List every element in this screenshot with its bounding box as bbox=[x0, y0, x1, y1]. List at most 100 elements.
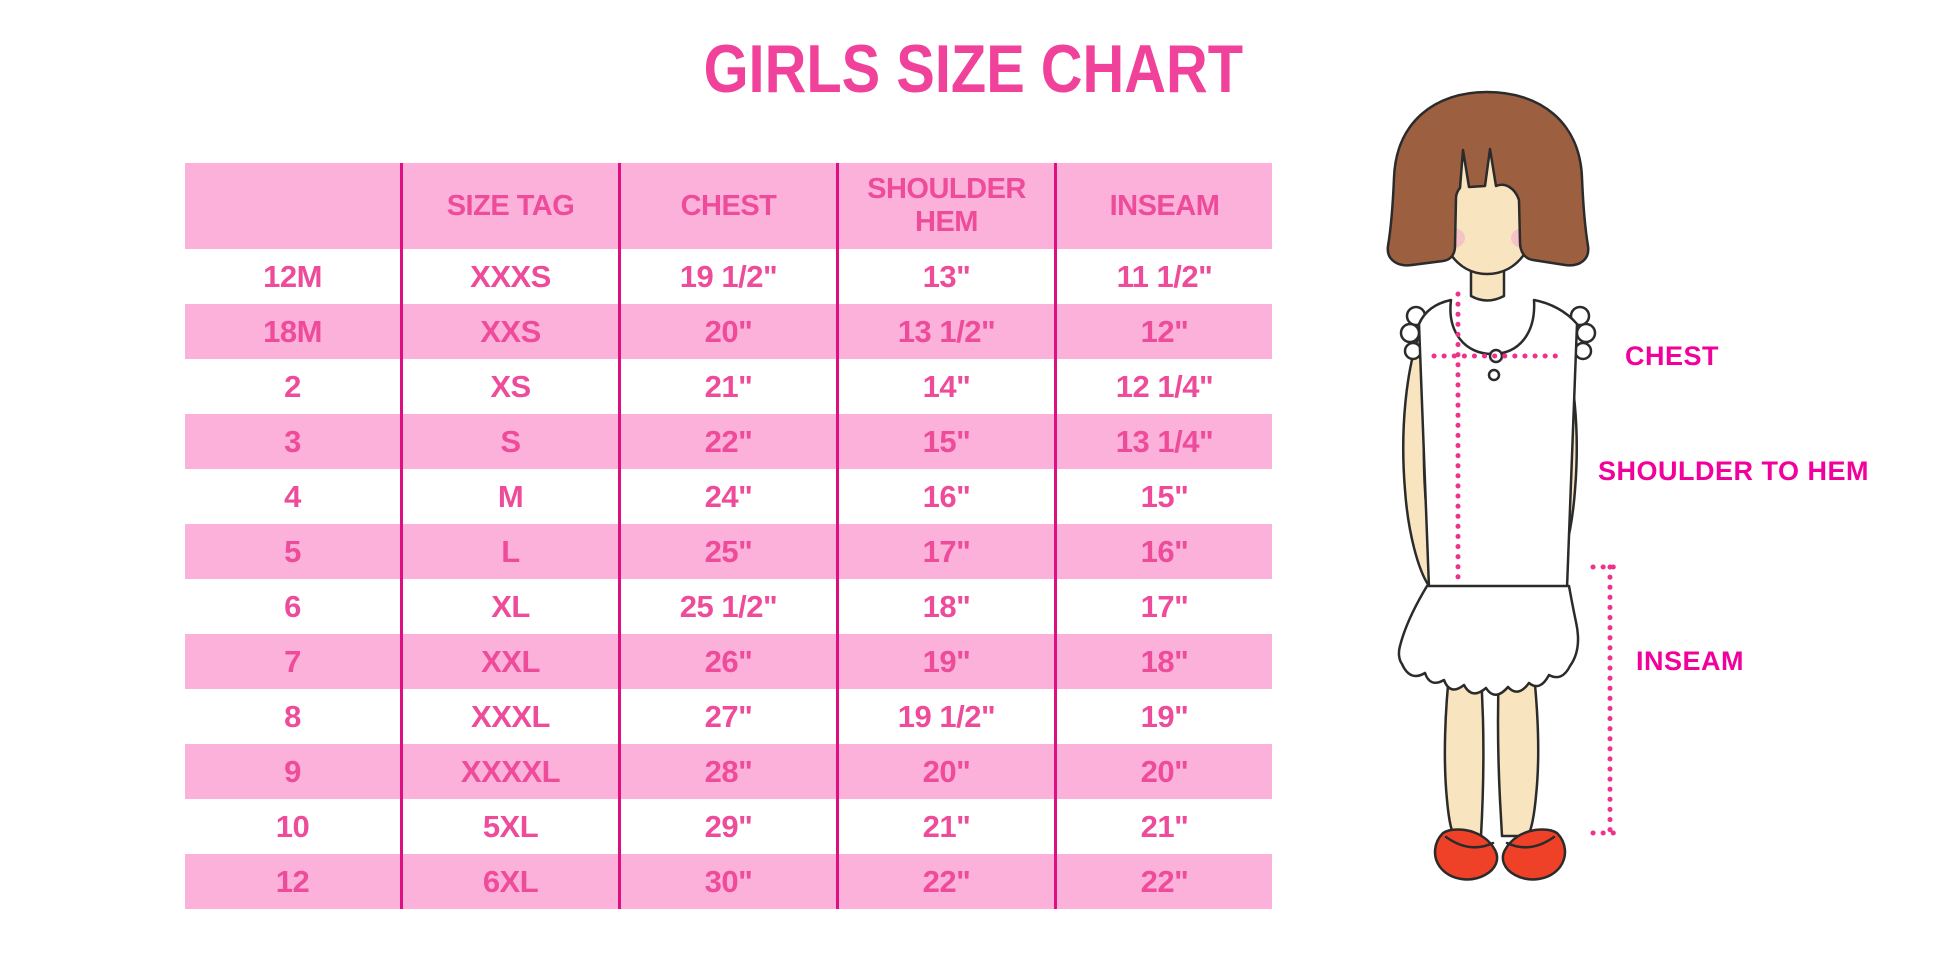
inseam-label: INSEAM bbox=[1636, 646, 1745, 676]
measurement-cell: XXXS bbox=[400, 249, 620, 304]
table-row: 2 XS 21" 14" 12 1/4" bbox=[185, 359, 1272, 414]
page-title: GIRLS SIZE CHART bbox=[0, 30, 1946, 108]
measurement-cell: 17" bbox=[1054, 579, 1272, 634]
measurement-cell: 18" bbox=[836, 579, 1056, 634]
measurement-cell: XXL bbox=[400, 634, 620, 689]
size-label-cell: 9 bbox=[185, 744, 402, 799]
size-label-cell: 8 bbox=[185, 689, 402, 744]
table-header-cell-empty bbox=[185, 163, 402, 249]
size-label-cell: 10 bbox=[185, 799, 402, 854]
girl-illustration bbox=[1386, 90, 1624, 881]
legs bbox=[1443, 663, 1540, 838]
measurement-cell: 12" bbox=[1054, 304, 1272, 359]
left-shoe-strap bbox=[1444, 835, 1495, 849]
measurement-cell: XXS bbox=[400, 304, 620, 359]
measurement-cell: M bbox=[400, 469, 620, 524]
measurement-cell: 15" bbox=[1054, 469, 1272, 524]
right-leg-shape bbox=[1496, 663, 1540, 838]
size-table: SIZE TAG CHEST SHOULDER HEM INSEAM 12M XXXS 1… bbox=[185, 163, 1272, 909]
table-row: 9 XXXXL 28" 20" 20" bbox=[185, 744, 1272, 799]
measurement-cell: 19 1/2" bbox=[618, 249, 838, 304]
measurement-cell: 29" bbox=[618, 799, 838, 854]
measurement-cell: 18" bbox=[1054, 634, 1272, 689]
measurement-cell: 20" bbox=[618, 304, 838, 359]
size-label-cell: 18M bbox=[185, 304, 402, 359]
measurement-cell: S bbox=[400, 414, 620, 469]
measurement-cell: 12 1/4" bbox=[1054, 359, 1272, 414]
measurement-cell: 6XL bbox=[400, 854, 620, 909]
measurement-cell: 24" bbox=[618, 469, 838, 524]
measurement-cell: 21" bbox=[618, 359, 838, 414]
measurement-cell: 14" bbox=[836, 359, 1056, 414]
size-label-cell: 12M bbox=[185, 249, 402, 304]
table-row: 12M XXXS 19 1/2" 13" 11 1/2" bbox=[185, 249, 1272, 304]
table-row: 5 L 25" 17" 16" bbox=[185, 524, 1272, 579]
measurement-cell: 20" bbox=[836, 744, 1056, 799]
measurement-cell: 26" bbox=[618, 634, 838, 689]
right-shoe-strap bbox=[1505, 835, 1556, 849]
measurement-cell: XXXXL bbox=[400, 744, 620, 799]
ruffle-icon bbox=[1399, 322, 1421, 344]
measurement-cell: 21" bbox=[836, 799, 1056, 854]
measurement-cell: XXXL bbox=[400, 689, 620, 744]
measurement-cell: 16" bbox=[836, 469, 1056, 524]
measurement-cell: 15" bbox=[836, 414, 1056, 469]
skirt-shape bbox=[1397, 584, 1580, 696]
left-shoe-shape bbox=[1433, 828, 1499, 881]
button-icon bbox=[1487, 368, 1501, 382]
measurement-cell: 17" bbox=[836, 524, 1056, 579]
measurement-cell: 13" bbox=[836, 249, 1056, 304]
size-label-cell: 6 bbox=[185, 579, 402, 634]
chest-label: CHEST bbox=[1625, 341, 1720, 371]
measurement-cell: 25 1/2" bbox=[618, 579, 838, 634]
table-header-cell: INSEAM bbox=[1054, 163, 1272, 249]
measurement-cell: 25" bbox=[618, 524, 838, 579]
table-row: 12 6XL 30" 22" 22" bbox=[185, 854, 1272, 909]
measurement-cell: 21" bbox=[1054, 799, 1272, 854]
table-row: 3 S 22" 15" 13 1/4" bbox=[185, 414, 1272, 469]
measurement-cell: 13 1/2" bbox=[836, 304, 1056, 359]
size-label-cell: 5 bbox=[185, 524, 402, 579]
table-header-cell: CHEST bbox=[618, 163, 838, 249]
table-header-cell: SHOULDER HEM bbox=[836, 163, 1056, 249]
measurement-cell: 11 1/2" bbox=[1054, 249, 1272, 304]
size-label-cell: 4 bbox=[185, 469, 402, 524]
table-row: 6 XL 25 1/2" 18" 17" bbox=[185, 579, 1272, 634]
measurement-cell: 28" bbox=[618, 744, 838, 799]
measurement-cell: 5XL bbox=[400, 799, 620, 854]
measurement-cell: 19" bbox=[1054, 689, 1272, 744]
table-header-row: SIZE TAG CHEST SHOULDER HEM INSEAM bbox=[185, 163, 1272, 249]
measurement-cell: L bbox=[400, 524, 620, 579]
measurement-cell: 27" bbox=[618, 689, 838, 744]
shoes bbox=[1433, 828, 1567, 881]
size-label-cell: 7 bbox=[185, 634, 402, 689]
table-row: 8 XXXL 27" 19 1/2" 19" bbox=[185, 689, 1272, 744]
measurement-cell: 13 1/4" bbox=[1054, 414, 1272, 469]
table-header-cell: SIZE TAG bbox=[400, 163, 620, 249]
measurement-cell: 19" bbox=[836, 634, 1056, 689]
right-shoe-shape bbox=[1501, 828, 1567, 881]
hair-shape bbox=[1386, 90, 1590, 267]
measurement-cell: 19 1/2" bbox=[836, 689, 1056, 744]
measurement-cell: 22" bbox=[1054, 854, 1272, 909]
measurement-cell: XS bbox=[400, 359, 620, 414]
measurement-cell: 20" bbox=[1054, 744, 1272, 799]
size-label-cell: 12 bbox=[185, 854, 402, 909]
shoulder-to-hem-label: SHOULDER TO HEM bbox=[1598, 456, 1870, 486]
table-row: 7 XXL 26" 19" 18" bbox=[185, 634, 1272, 689]
measurement-cell: 30" bbox=[618, 854, 838, 909]
measurement-cell: 22" bbox=[618, 414, 838, 469]
size-label-cell: 3 bbox=[185, 414, 402, 469]
size-label-cell: 2 bbox=[185, 359, 402, 414]
table-row: 10 5XL 29" 21" 21" bbox=[185, 799, 1272, 854]
ruffle-icon bbox=[1575, 322, 1597, 344]
table-row: 4 M 24" 16" 15" bbox=[185, 469, 1272, 524]
table-body: 12M XXXS 19 1/2" 13" 11 1/2" 18M XXS 20" 13 1/2"… bbox=[185, 249, 1272, 909]
measurement-cell: XL bbox=[400, 579, 620, 634]
table-row: 18M XXS 20" 13 1/2" 12" bbox=[185, 304, 1272, 359]
bodice-shape bbox=[1417, 298, 1579, 590]
measurement-cell: 22" bbox=[836, 854, 1056, 909]
page-title-text: GIRLS SIZE CHART bbox=[703, 31, 1243, 107]
table-head: SIZE TAG CHEST SHOULDER HEM INSEAM bbox=[185, 163, 1272, 249]
